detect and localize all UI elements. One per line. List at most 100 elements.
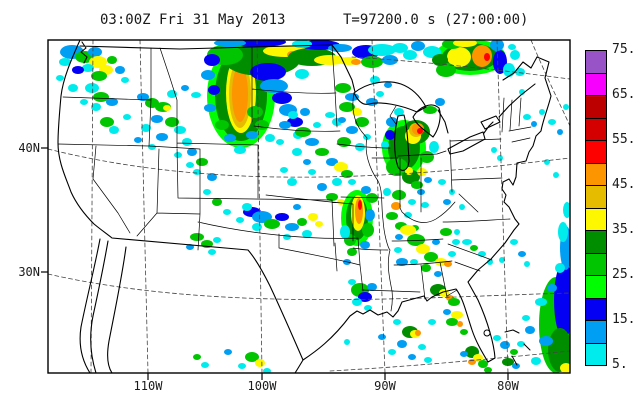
radar-cell — [88, 47, 102, 57]
colorbar-swatch — [585, 162, 607, 186]
radar-cell — [255, 359, 265, 367]
radar-cell — [303, 159, 311, 165]
radar-cell — [512, 363, 520, 369]
colorbar-swatch — [585, 275, 607, 299]
radar-cell — [234, 146, 246, 154]
radar-cell — [558, 222, 568, 242]
radar-cell — [440, 228, 452, 236]
radar-cell — [424, 357, 432, 363]
radar-cell — [435, 98, 445, 106]
radar-cell — [344, 339, 350, 345]
radar-cell — [203, 189, 211, 195]
radar-cell — [460, 351, 468, 357]
radar-cell — [388, 349, 396, 355]
radar-cell — [451, 311, 463, 319]
radar-cell — [224, 349, 232, 355]
radar-cell — [348, 179, 356, 185]
radar-cell — [531, 357, 541, 365]
radar-cell — [361, 56, 383, 68]
colorbar-swatch — [585, 50, 607, 74]
radar-cell — [80, 99, 88, 105]
radar-cell — [285, 223, 299, 231]
radar-cell — [470, 245, 478, 251]
radar-cell — [295, 69, 309, 79]
radar-cell — [508, 44, 516, 50]
radar-cell — [420, 151, 434, 163]
radar-cell — [392, 43, 408, 53]
radar-cell — [518, 251, 526, 257]
radar-cell — [554, 262, 570, 338]
radar-cell — [386, 212, 398, 220]
coastline-outline — [57, 40, 552, 373]
radar-cell — [428, 319, 436, 325]
radar-cell — [232, 66, 248, 122]
radar-cell — [93, 92, 109, 102]
radar-cell — [497, 155, 503, 161]
radar-cell — [365, 209, 375, 221]
great-lakes — [353, 81, 501, 171]
radar-cell — [510, 349, 518, 355]
radar-cell — [423, 106, 437, 114]
radar-cell — [115, 66, 125, 74]
radar-cell — [313, 122, 321, 128]
radar-cell — [181, 85, 189, 91]
radar-cell — [196, 158, 208, 166]
radar-cell — [391, 202, 401, 210]
radar-cell — [484, 53, 490, 61]
radar-cell — [397, 340, 407, 348]
radar-cell — [411, 41, 425, 51]
radar-cell — [314, 55, 346, 65]
radar-cell — [325, 112, 335, 118]
radar-cell — [224, 134, 236, 142]
lake-okeechobee — [483, 329, 491, 337]
radar-cell — [448, 251, 456, 257]
radar-cell — [292, 148, 302, 156]
radar-cell — [436, 63, 456, 77]
radar-cell — [190, 233, 204, 241]
colorbar-swatch — [585, 117, 607, 141]
radar-cell — [548, 119, 556, 125]
radar-cell — [407, 234, 425, 246]
radar-cell — [417, 168, 427, 176]
radar-cell — [499, 257, 505, 263]
radar-cell — [252, 211, 272, 223]
radar-cell — [510, 50, 520, 60]
radar-cell — [276, 139, 284, 145]
radar-cell — [141, 124, 151, 132]
colorbar-swatch — [585, 320, 607, 344]
radar-cell — [121, 77, 129, 83]
colorbar-swatch — [585, 230, 607, 254]
radar-cell — [106, 98, 118, 106]
radar-cell — [415, 330, 421, 336]
radar-cell — [443, 199, 451, 205]
radar-cell — [250, 63, 286, 81]
radar-cell — [418, 344, 426, 350]
colorbar-swatch — [585, 185, 607, 209]
radar-cell — [447, 47, 471, 67]
colorbar-label: 5. — [612, 357, 628, 372]
radar-cell — [193, 354, 201, 360]
radar-cell — [484, 367, 492, 373]
radar-cell — [491, 147, 497, 153]
graticule — [48, 40, 570, 373]
radar-cell — [517, 341, 525, 347]
radar-cell — [213, 237, 221, 243]
radar-cell — [429, 141, 439, 153]
radar-cell — [308, 213, 318, 221]
radar-cell — [472, 45, 492, 67]
radar-cell — [358, 200, 362, 210]
radar-echoes — [56, 40, 570, 373]
colorbar-swatch — [585, 207, 607, 231]
radar-cell — [370, 76, 380, 84]
radar-cell — [263, 368, 271, 373]
radar-cell — [468, 359, 476, 365]
radar-cell — [204, 104, 216, 112]
radar-cell — [515, 68, 525, 76]
radar-cell — [208, 85, 220, 95]
radar-cell — [165, 117, 179, 127]
radar-cell — [535, 298, 547, 306]
radar-cell — [443, 309, 451, 315]
radar-cell — [295, 127, 311, 137]
